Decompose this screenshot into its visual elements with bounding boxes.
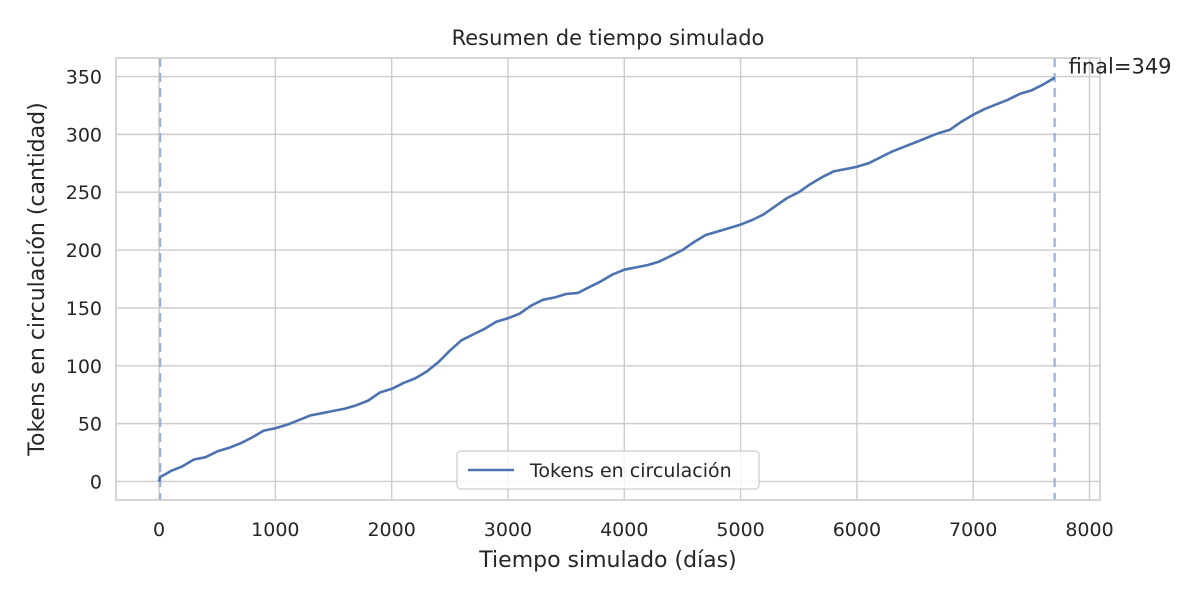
legend: Tokens en circulación: [456, 450, 760, 490]
x-tick-label: 1000: [251, 519, 299, 541]
legend-box: [456, 450, 760, 490]
series-group: [157, 76, 1056, 482]
y-axis-label: Tokens en circulación (cantidad): [25, 102, 50, 456]
y-tick-label: 350: [66, 67, 102, 89]
x-axis-label: Tiempo simulado (días): [478, 548, 736, 573]
y-tick-label: 50: [78, 414, 102, 436]
x-tick-label: 2000: [367, 519, 415, 541]
y-tick-label: 200: [66, 240, 102, 262]
y-tick-labels: 0 50 100 150 200 250 300 350: [66, 67, 102, 494]
x-tick-label: 7000: [949, 519, 997, 541]
grid: [116, 58, 1100, 500]
x-tick-label: 3000: [484, 519, 532, 541]
plot-frame: [115, 57, 1101, 501]
series-line: [157, 76, 1056, 482]
y-tick-label: 250: [66, 182, 102, 204]
x-tick-label: 5000: [716, 519, 764, 541]
y-tick-label: 300: [66, 124, 102, 146]
y-tick-label: 0: [90, 471, 102, 493]
y-tick-label: 150: [66, 298, 102, 320]
reference-lines: [159, 58, 1056, 500]
x-tick-label: 6000: [833, 519, 881, 541]
y-tick-label: 100: [66, 356, 102, 378]
legend-label: Tokens en circulación: [529, 460, 732, 482]
x-tick-label: 4000: [600, 519, 648, 541]
final-value-annotation: final=349: [1069, 55, 1172, 79]
x-tick-label: 8000: [1065, 519, 1113, 541]
x-tick-label: 0: [153, 519, 165, 541]
x-tick-labels: 0 1000 2000 3000 4000 5000 6000 7000 8000: [153, 519, 1114, 541]
chart-title: Resumen de tiempo simulado: [452, 26, 765, 50]
